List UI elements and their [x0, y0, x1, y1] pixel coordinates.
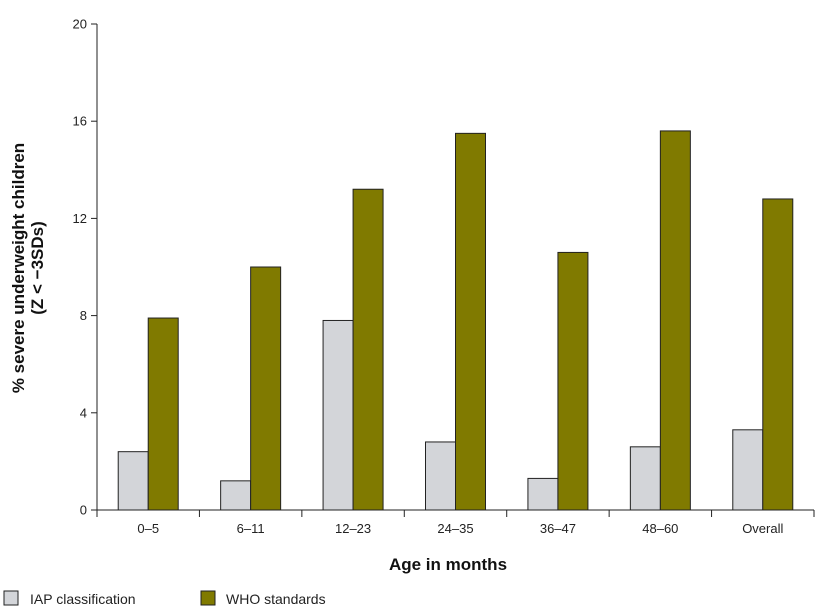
bar-iap	[527, 477, 559, 511]
x-tick-label: 12–23	[335, 521, 371, 536]
legend-label-who: WHO standards	[226, 591, 326, 606]
bar-iap	[322, 319, 354, 511]
bar-iap	[117, 451, 149, 511]
y-axis-title-line2: (Z < −3SDs)	[28, 221, 47, 315]
bar-who	[250, 266, 282, 511]
x-ticks: 0–5 6–11 12–23 24–35 36–47 48–60 Overall	[96, 510, 815, 536]
bar-iap	[629, 446, 661, 511]
y-tick-label: 20	[73, 17, 87, 32]
bar-who	[762, 198, 794, 511]
x-tick-label: Overall	[742, 521, 783, 536]
bars	[117, 130, 794, 511]
y-tick-label: 8	[80, 308, 87, 323]
legend-swatch-iap	[3, 590, 19, 606]
legend-label-iap: IAP classification	[30, 591, 136, 606]
y-tick-label: 12	[73, 211, 87, 226]
x-axis-title: Age in months	[389, 555, 507, 574]
bar-iap	[732, 429, 764, 511]
x-tick-label: 48–60	[642, 521, 678, 536]
x-tick-label: 24–35	[437, 521, 473, 536]
y-tick-label: 4	[80, 405, 87, 420]
legend-swatch-who	[200, 590, 216, 606]
bar-who	[455, 132, 486, 511]
y-ticks: 0 4 8 12 16 20	[73, 17, 97, 518]
bar-who	[659, 130, 691, 511]
bar-who	[147, 317, 179, 511]
x-tick-label: 36–47	[540, 521, 576, 536]
y-tick-label: 16	[73, 114, 87, 129]
bar-who	[557, 251, 589, 511]
bar-who	[352, 188, 384, 511]
bar-iap	[220, 480, 252, 511]
legend: IAP classification WHO standards	[3, 590, 326, 606]
x-tick-label: 0–5	[137, 521, 159, 536]
y-tick-label: 0	[80, 503, 87, 518]
y-axis-title-line1: % severe underweight children	[9, 143, 28, 393]
x-tick-label: 6–11	[237, 521, 265, 536]
bar-iap	[425, 441, 456, 511]
